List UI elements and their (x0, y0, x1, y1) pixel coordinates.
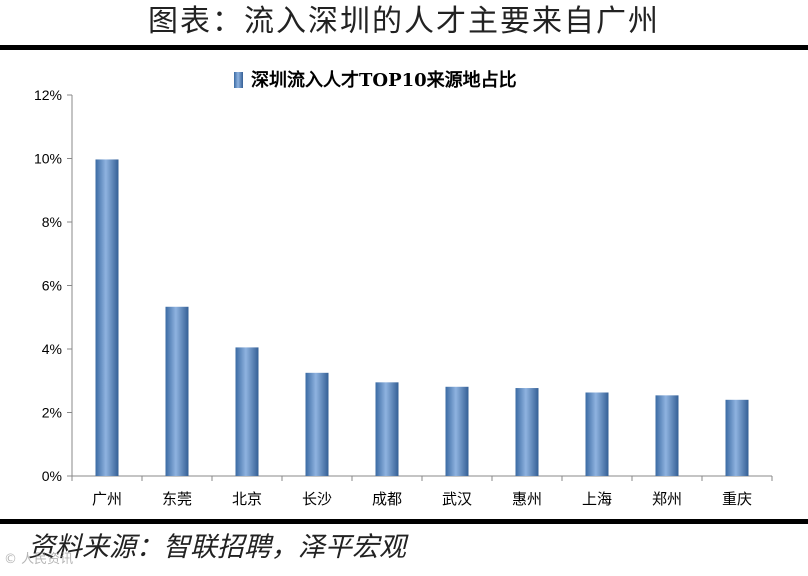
legend-swatch (234, 72, 243, 88)
bar-chart: 深圳流入人才TOP10来源地占比 0% 2% 4% 6% 8% 10% 12% 广州 东莞 北京… (34, 69, 773, 508)
bar (445, 386, 469, 476)
bars (95, 159, 749, 476)
bar (655, 395, 679, 476)
x-tick-label: 成都 (372, 490, 402, 508)
watermark: © 人民资讯 (4, 552, 74, 567)
bottom-rule (0, 519, 808, 524)
bar (375, 382, 399, 476)
x-tick-label: 长沙 (302, 490, 332, 508)
y-tick-label: 2% (42, 405, 62, 421)
bar (515, 388, 539, 476)
y-tick-label: 0% (42, 468, 62, 484)
y-tick-label: 12% (34, 87, 62, 103)
figure-title: 图表：流入深圳的人才主要来自广州 (148, 4, 660, 39)
axes: 0% 2% 4% 6% 8% 10% 12% (34, 87, 773, 484)
bar (305, 372, 329, 476)
x-tick-label: 惠州 (512, 490, 542, 508)
bar (235, 347, 259, 476)
source-note: 资料来源：智联招聘，泽平宏观 (28, 532, 406, 563)
bar (165, 306, 189, 476)
x-tick-label: 武汉 (442, 490, 472, 508)
y-tick-label: 8% (42, 214, 62, 230)
bar (95, 159, 119, 476)
y-tick-label: 10% (34, 151, 62, 167)
x-tick-label: 上海 (582, 490, 612, 508)
x-tick-label: 郑州 (652, 490, 682, 508)
bar (725, 399, 749, 476)
top-rule (0, 45, 808, 50)
y-tick-label: 6% (42, 278, 62, 294)
x-tick-label: 东莞 (162, 490, 192, 508)
y-tick-label: 4% (42, 341, 62, 357)
x-tick-label: 重庆 (722, 490, 752, 508)
x-tick-labels: 广州 东莞 北京 长沙 成都 武汉 惠州 上海 郑州 重庆 (92, 490, 752, 508)
legend: 深圳流入人才TOP10来源地占比 (234, 69, 517, 91)
bar (585, 392, 609, 476)
legend-label: 深圳流入人才TOP10来源地占比 (251, 69, 517, 91)
x-tick-label: 广州 (92, 490, 122, 508)
x-tick-label: 北京 (232, 490, 262, 508)
